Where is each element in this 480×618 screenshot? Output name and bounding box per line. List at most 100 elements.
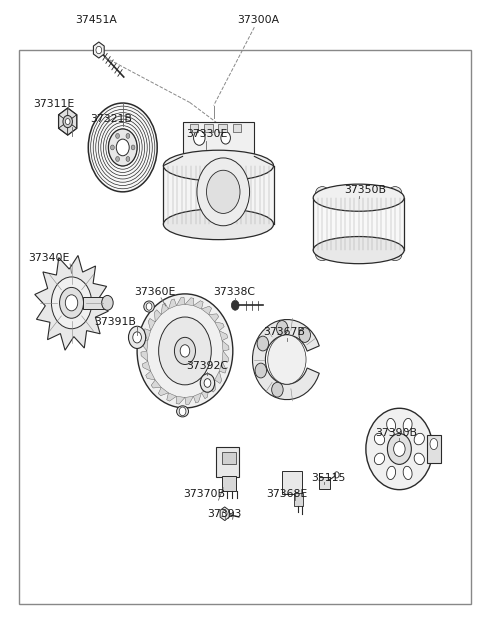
Circle shape (257, 336, 269, 351)
Polygon shape (59, 115, 68, 129)
Circle shape (129, 326, 146, 349)
Circle shape (133, 332, 142, 343)
Circle shape (110, 145, 114, 150)
Bar (282, 470, 302, 494)
Polygon shape (158, 387, 168, 396)
Ellipse shape (388, 250, 402, 261)
Circle shape (51, 277, 92, 329)
Polygon shape (35, 255, 108, 350)
Text: 37393: 37393 (207, 509, 242, 519)
Text: 37321B: 37321B (91, 114, 132, 124)
Polygon shape (219, 362, 226, 373)
Circle shape (126, 156, 130, 161)
Polygon shape (219, 331, 228, 341)
Ellipse shape (187, 327, 199, 340)
Circle shape (200, 374, 215, 392)
Polygon shape (142, 362, 151, 371)
Polygon shape (68, 108, 77, 122)
Circle shape (65, 295, 78, 311)
Bar (233, 124, 241, 132)
Ellipse shape (313, 237, 404, 264)
Text: 37338C: 37338C (214, 287, 256, 297)
Bar (204, 124, 213, 132)
Text: 37392C: 37392C (186, 361, 228, 371)
Bar (19, 50, 471, 604)
Polygon shape (202, 306, 212, 315)
Text: 37350B: 37350B (344, 185, 386, 195)
Circle shape (131, 145, 135, 150)
Bar (313, 198, 404, 250)
Text: 37300A: 37300A (238, 15, 280, 25)
Polygon shape (161, 303, 168, 315)
Ellipse shape (387, 418, 396, 431)
Circle shape (272, 383, 283, 397)
Ellipse shape (403, 418, 412, 431)
Polygon shape (185, 396, 193, 405)
Polygon shape (84, 297, 108, 309)
Polygon shape (222, 351, 228, 362)
Bar (222, 476, 236, 491)
Bar (319, 476, 329, 489)
Ellipse shape (196, 342, 205, 360)
Text: 37311E: 37311E (33, 99, 74, 109)
Circle shape (116, 133, 120, 138)
Polygon shape (193, 393, 202, 403)
Ellipse shape (163, 209, 274, 240)
Polygon shape (168, 299, 177, 309)
Circle shape (197, 158, 250, 226)
Circle shape (276, 321, 288, 336)
Ellipse shape (171, 362, 183, 375)
Polygon shape (59, 122, 68, 135)
Circle shape (116, 139, 129, 156)
Ellipse shape (313, 184, 404, 211)
Ellipse shape (163, 150, 274, 181)
Polygon shape (141, 351, 148, 362)
Bar (182, 122, 254, 156)
Bar (294, 493, 303, 506)
Polygon shape (146, 371, 155, 380)
Polygon shape (252, 320, 319, 400)
Circle shape (102, 295, 113, 310)
Ellipse shape (330, 187, 344, 199)
Text: 37368E: 37368E (266, 489, 308, 499)
Ellipse shape (144, 301, 155, 312)
Ellipse shape (137, 294, 233, 408)
Polygon shape (155, 310, 161, 322)
Polygon shape (176, 396, 185, 404)
Polygon shape (215, 322, 224, 331)
Ellipse shape (316, 250, 329, 261)
Ellipse shape (414, 453, 424, 465)
Polygon shape (209, 314, 219, 322)
Circle shape (174, 337, 195, 365)
Ellipse shape (374, 187, 387, 199)
Text: 37367B: 37367B (263, 327, 305, 337)
Ellipse shape (414, 433, 424, 445)
Circle shape (231, 300, 239, 310)
Ellipse shape (359, 187, 372, 199)
Circle shape (268, 335, 306, 384)
Bar (222, 452, 236, 464)
Polygon shape (94, 42, 104, 58)
Ellipse shape (177, 406, 189, 417)
Polygon shape (185, 298, 194, 305)
Circle shape (206, 171, 240, 213)
Circle shape (193, 130, 205, 145)
Ellipse shape (374, 433, 384, 445)
Circle shape (222, 510, 227, 517)
Polygon shape (222, 341, 229, 351)
Circle shape (158, 317, 211, 385)
Ellipse shape (366, 408, 433, 489)
Circle shape (394, 442, 405, 456)
Ellipse shape (388, 187, 402, 199)
Circle shape (179, 407, 186, 416)
Ellipse shape (374, 453, 384, 465)
Ellipse shape (345, 187, 358, 199)
Ellipse shape (359, 250, 372, 261)
Circle shape (88, 103, 157, 192)
Polygon shape (215, 371, 222, 383)
Circle shape (255, 363, 266, 378)
Ellipse shape (165, 342, 173, 360)
Ellipse shape (403, 466, 412, 480)
Text: 37340E: 37340E (28, 253, 70, 263)
Circle shape (60, 287, 84, 318)
